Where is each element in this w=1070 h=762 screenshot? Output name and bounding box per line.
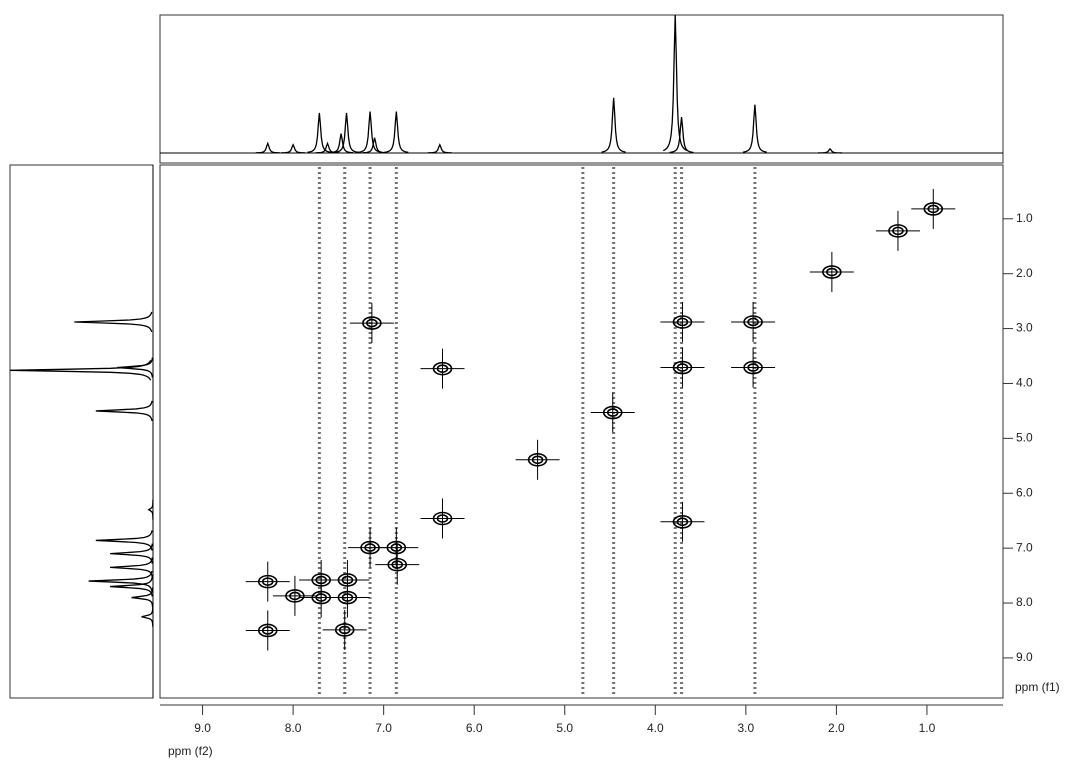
x-tick-label: 9.0 xyxy=(194,721,211,735)
x-tick-label: 6.0 xyxy=(466,721,483,735)
f1-peak xyxy=(95,400,153,422)
f2-projection-frame xyxy=(159,14,1004,164)
f1-peak xyxy=(110,543,153,564)
f1-projection-frame xyxy=(9,164,154,699)
f2-peak xyxy=(357,111,383,153)
y-tick-label: 3.0 xyxy=(1016,321,1033,335)
cross-peak xyxy=(272,575,317,616)
f2-peak xyxy=(427,143,452,154)
f1-peak xyxy=(110,557,153,578)
x-tick-label: 2.0 xyxy=(828,721,845,735)
y-tick-label: 2.0 xyxy=(1016,266,1033,280)
cross-peak xyxy=(875,210,920,251)
cross-peak xyxy=(809,252,854,293)
cross-peak xyxy=(420,348,465,389)
f1-peak xyxy=(147,499,154,520)
x-tick-label: 5.0 xyxy=(556,721,573,735)
f1-peak xyxy=(141,606,154,627)
y-tick-label: 6.0 xyxy=(1016,485,1033,499)
plot-frame xyxy=(159,164,1004,699)
cross-peak xyxy=(325,577,370,618)
y-tick-label: 7.0 xyxy=(1016,540,1033,554)
cross-peak xyxy=(660,347,705,388)
y-axis-label: ppm (f1) xyxy=(1015,680,1060,694)
cross-peak xyxy=(590,392,635,433)
cross-peak xyxy=(245,561,290,602)
cross-peak xyxy=(420,498,465,539)
x-tick-label: 8.0 xyxy=(285,721,302,735)
f2-peak xyxy=(384,111,409,153)
x-tick-label: 3.0 xyxy=(738,721,755,735)
y-tick-label: 1.0 xyxy=(1016,211,1033,225)
f2-peak xyxy=(662,14,688,152)
y-tick-label: 4.0 xyxy=(1016,376,1033,390)
f2-peak xyxy=(329,133,354,154)
cross-peak xyxy=(515,439,560,480)
cross-peak xyxy=(660,501,705,542)
f2-peak xyxy=(818,147,843,154)
f1-peak xyxy=(88,570,153,592)
cross-peak xyxy=(731,347,776,388)
cross-peak xyxy=(375,544,420,585)
f2-peak xyxy=(742,104,767,153)
f2-peak xyxy=(362,137,387,154)
f1-peak xyxy=(95,530,153,551)
cross-peak xyxy=(731,301,776,342)
cross-peak xyxy=(322,609,367,650)
f1-peak xyxy=(9,359,152,381)
f2-peak xyxy=(334,112,359,153)
cross-peak xyxy=(245,610,290,651)
cross-peak xyxy=(660,301,705,342)
y-tick-label: 5.0 xyxy=(1016,431,1033,445)
f2-peak xyxy=(255,141,280,154)
x-tick-label: 4.0 xyxy=(647,721,664,735)
f2-peak xyxy=(307,112,332,153)
cross-peak xyxy=(349,303,394,344)
f2-peak xyxy=(281,143,306,154)
cross-peak xyxy=(374,527,419,568)
f1-peak xyxy=(74,311,153,333)
f1-peak xyxy=(131,587,154,608)
x-tick-label: 7.0 xyxy=(375,721,392,735)
f2-peak xyxy=(601,97,626,153)
x-tick-label: 1.0 xyxy=(919,721,936,735)
cross-peak xyxy=(911,188,956,229)
y-tick-label: 8.0 xyxy=(1016,595,1033,609)
x-axis-label: ppm (f2) xyxy=(168,744,213,758)
y-tick-label: 9.0 xyxy=(1016,650,1033,664)
f2-peak xyxy=(669,117,694,154)
